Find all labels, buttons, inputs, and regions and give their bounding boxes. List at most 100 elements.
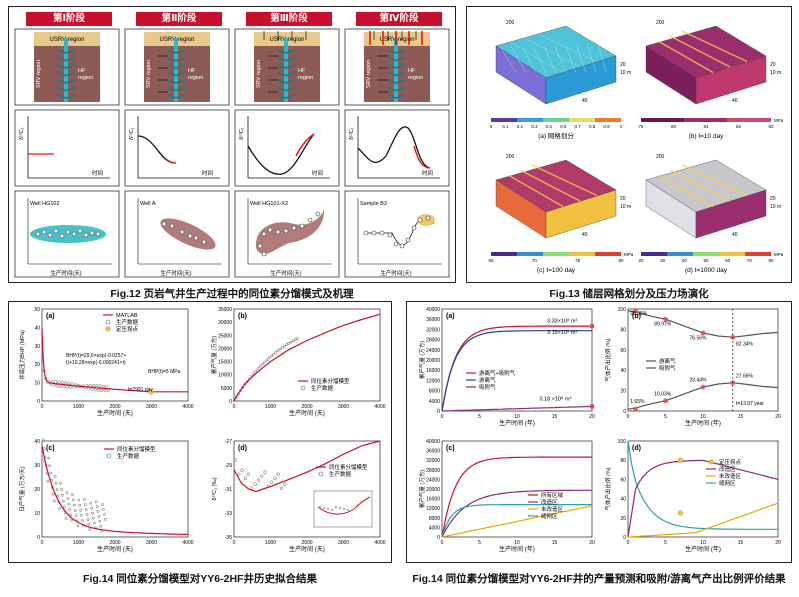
delta-label: δ¹³C₁ (239, 127, 245, 140)
legend-label: 游离气 (659, 357, 676, 365)
x-tick: 1000 (265, 540, 276, 546)
y-tick: 60 (620, 477, 626, 483)
fracture-wing (386, 94, 406, 99)
x-tick: 2000 (109, 540, 120, 546)
x-tick: 0 (627, 414, 630, 420)
x-tick: 0 (233, 540, 236, 546)
data-point (82, 498, 86, 501)
data-point (257, 243, 263, 249)
data-point (77, 228, 83, 234)
chart-region: 0 4000 8000 12000 16000 20000 24000 28000 32000 3… (418, 439, 595, 553)
x-tick: 15 (738, 540, 744, 546)
data-point (91, 511, 94, 515)
data-point (260, 474, 264, 478)
fracture-wing (56, 94, 76, 99)
data-point (79, 508, 83, 512)
curve-box (344, 109, 450, 187)
data-point (78, 503, 82, 507)
plot-frame (627, 308, 779, 412)
inset-point (342, 507, 346, 511)
y-tick: 12000 (426, 506, 440, 512)
data-point (80, 514, 83, 517)
y-tick: 24000 (426, 348, 440, 354)
colorbar-tick: 0.7 (575, 124, 582, 129)
y-tick: 40 (620, 368, 626, 374)
data-point (55, 488, 59, 491)
data-point (59, 233, 65, 239)
panel-label: (c) t=100 day (537, 267, 576, 274)
x-tick: 2000 (109, 404, 120, 410)
fracture-wing (166, 94, 186, 99)
data-point (263, 360, 267, 364)
axis-tick: 10 m (770, 70, 781, 76)
data-point (53, 475, 57, 478)
fracture-plane (669, 169, 731, 202)
colorbar-tick: 80 (618, 258, 624, 263)
y-label: 累产气量 (万方) (418, 470, 426, 508)
data-point (299, 223, 305, 229)
data-point (95, 231, 101, 237)
data-point (287, 342, 291, 345)
fracture-wing (386, 86, 406, 92)
srv-label: SRV region (366, 60, 372, 88)
stimulated-ratio (627, 459, 779, 538)
colorbar-tick: 70 (532, 258, 538, 263)
inflection-point (148, 389, 154, 395)
y-tick: 20 (620, 516, 626, 522)
data-point (41, 229, 47, 235)
fracture-plane (507, 174, 564, 208)
y-label: 累产气量 (万方) (210, 336, 218, 374)
colorbar-seg (745, 252, 771, 256)
y-tick: 30 (34, 463, 40, 469)
plot-frame (41, 440, 189, 538)
y-tick: 8000 (429, 389, 440, 395)
y-tick: 4000 (429, 525, 440, 531)
colorbar-tick: 83 (768, 124, 774, 129)
colorbar-seg (543, 118, 569, 122)
fracture-wing (166, 79, 186, 84)
data-point (425, 215, 431, 221)
fracture-plane (507, 40, 564, 73)
data-point (41, 460, 44, 464)
stage-header: 第Ⅳ阶段 (356, 12, 442, 26)
data-point (100, 388, 104, 392)
legend-swatch (318, 471, 324, 477)
isotope-curve-red (413, 145, 431, 169)
y-tick: 36000 (426, 317, 440, 323)
legend-label: 缝网区 (541, 512, 558, 520)
y-tick: 80 (620, 458, 626, 464)
data-point (256, 478, 261, 482)
data-point (99, 524, 103, 528)
data-point (193, 235, 199, 241)
marked-point (700, 330, 706, 336)
y-tick: 20000 (426, 358, 440, 364)
axis-tick: 40 (582, 232, 588, 238)
colorbar-tick: 30 (660, 258, 666, 263)
colorbar-tick: 0.1 (502, 124, 509, 129)
axis-tick: 200 (656, 154, 665, 160)
x-tick: 4000 (182, 540, 193, 546)
x-label: 生产时间 (年) (685, 545, 721, 553)
fracture-wing (56, 71, 76, 77)
fracture-wing (276, 49, 296, 54)
data-point (89, 230, 95, 236)
data-point (92, 516, 95, 520)
data-point (237, 472, 241, 476)
stimulated-region (441, 489, 592, 538)
colorbar-seg (693, 252, 719, 256)
mesh-line (598, 45, 607, 74)
legend-label: 生产数据 (117, 452, 140, 460)
y-tick: 16000 (426, 497, 440, 503)
fracture-wing (56, 79, 76, 84)
unstimulated-region (441, 505, 593, 538)
colorbar-tick: 40 (682, 258, 688, 263)
wellbore (174, 38, 178, 102)
legend-label: 生产数据 (311, 384, 334, 392)
colorbar-tick: 20 (638, 258, 644, 263)
fracture-plane (681, 164, 748, 197)
fracture-wing (386, 49, 406, 54)
x-label: 生产时间(天) (50, 269, 81, 277)
mesh-line (554, 45, 567, 74)
legend-swatch (106, 453, 112, 459)
